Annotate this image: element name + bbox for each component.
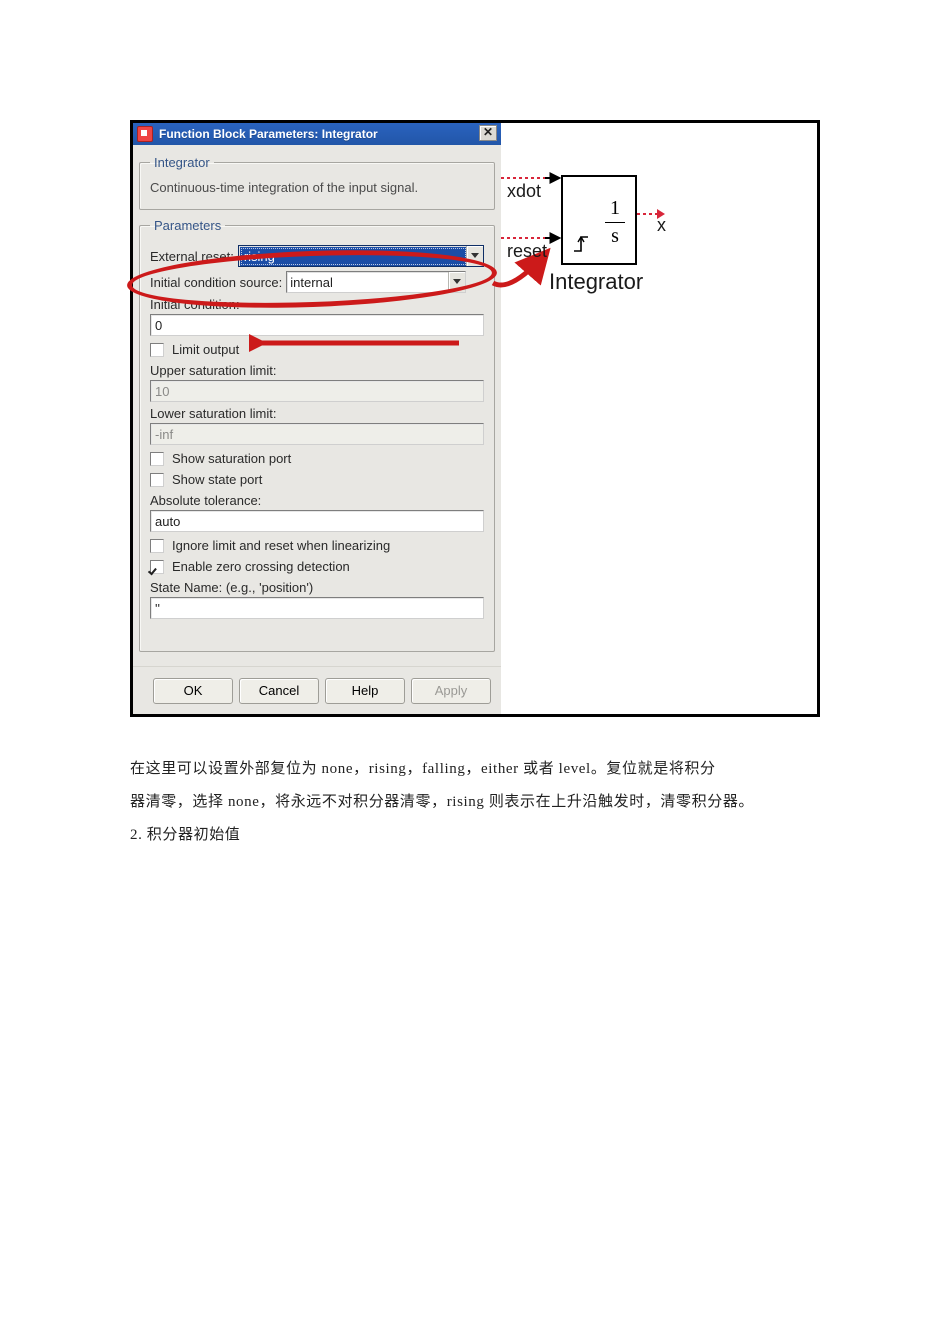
show-saturation-port-checkbox[interactable]: Show saturation port [150, 451, 484, 466]
lower-saturation-input [150, 423, 484, 445]
initial-condition-input[interactable] [150, 314, 484, 336]
checkbox-icon [150, 473, 164, 487]
show-state-port-label: Show state port [172, 472, 262, 487]
system-icon [137, 126, 153, 142]
limit-output-label: Limit output [172, 342, 239, 357]
show-state-port-checkbox[interactable]: Show state port [150, 472, 484, 487]
initial-condition-label: Initial condition: [150, 297, 480, 312]
figure: Function Block Parameters: Integrator ✕ … [130, 120, 820, 717]
ignore-limit-checkbox[interactable]: Ignore limit and reset when linearizing [150, 538, 484, 553]
state-name-input[interactable] [150, 597, 484, 619]
upper-saturation-input [150, 380, 484, 402]
checkbox-icon [150, 452, 164, 466]
rising-edge-icon [571, 231, 593, 255]
initial-condition-source-label: Initial condition source: [150, 275, 282, 290]
dialog-title: Function Block Parameters: Integrator [159, 127, 378, 141]
paragraph-line: 器清零，选择 none，将永远不对积分器清零，rising 则表示在上升沿触发时… [130, 786, 820, 819]
initial-condition-source-row: Initial condition source: internal [150, 271, 484, 293]
document-page: Function Block Parameters: Integrator ✕ … [0, 0, 950, 892]
limit-output-checkbox[interactable]: Limit output [150, 342, 484, 357]
checkbox-icon [150, 539, 164, 553]
external-reset-value: rising [241, 248, 466, 265]
ok-button[interactable]: OK [153, 678, 233, 704]
frac-numerator: 1 [605, 197, 625, 220]
parameters-dialog: Function Block Parameters: Integrator ✕ … [133, 123, 501, 714]
state-name-label: State Name: (e.g., 'position') [150, 580, 480, 595]
integrator-description: Continuous-time integration of the input… [150, 178, 484, 199]
document-text: 在这里可以设置外部复位为 none，rising，falling，either … [130, 753, 820, 852]
zero-crossing-label: Enable zero crossing detection [172, 559, 350, 574]
input-arrow-icon [499, 231, 563, 245]
dialog-button-row: OK Cancel Help Apply [133, 666, 501, 714]
initial-condition-source-select[interactable]: internal [286, 271, 466, 293]
input-arrow-icon [499, 171, 563, 185]
external-reset-label: External reset: [150, 249, 234, 264]
checkbox-icon [150, 560, 164, 574]
parameters-legend: Parameters [150, 218, 225, 233]
checkbox-icon [150, 343, 164, 357]
dialog-titlebar: Function Block Parameters: Integrator ✕ [133, 123, 501, 145]
transfer-function: 1 s [605, 197, 625, 248]
paragraph-line: 2. 积分器初始值 [130, 819, 820, 852]
upper-saturation-label: Upper saturation limit: [150, 363, 480, 378]
dialog-body: Integrator Continuous-time integration o… [133, 145, 501, 666]
close-button[interactable]: ✕ [479, 125, 497, 141]
help-button[interactable]: Help [325, 678, 405, 704]
external-reset-row: External reset: rising [150, 245, 484, 267]
output-arrow-icon [637, 207, 667, 221]
paragraph-line: 在这里可以设置外部复位为 none，rising，falling，either … [130, 753, 820, 786]
external-reset-select[interactable]: rising [238, 245, 484, 267]
fraction-bar-icon [605, 222, 625, 223]
initial-condition-source-value: internal [290, 275, 448, 290]
chevron-down-icon [448, 272, 465, 292]
integrator-legend: Integrator [150, 155, 214, 170]
block-name-label: Integrator [549, 269, 643, 295]
integrator-block: 1 s [561, 175, 637, 265]
lower-saturation-label: Lower saturation limit: [150, 406, 480, 421]
chevron-down-icon [466, 246, 483, 266]
ignore-limit-label: Ignore limit and reset when linearizing [172, 538, 390, 553]
block-diagram: xdot reset x 1 [501, 123, 817, 714]
parameters-group: Parameters External reset: rising [139, 218, 495, 652]
cancel-button[interactable]: Cancel [239, 678, 319, 704]
absolute-tolerance-input[interactable] [150, 510, 484, 532]
frac-denominator: s [605, 225, 625, 248]
zero-crossing-checkbox[interactable]: Enable zero crossing detection [150, 559, 484, 574]
close-icon: ✕ [483, 125, 493, 139]
absolute-tolerance-label: Absolute tolerance: [150, 493, 480, 508]
show-saturation-port-label: Show saturation port [172, 451, 291, 466]
integrator-group: Integrator Continuous-time integration o… [139, 155, 495, 210]
apply-button[interactable]: Apply [411, 678, 491, 704]
